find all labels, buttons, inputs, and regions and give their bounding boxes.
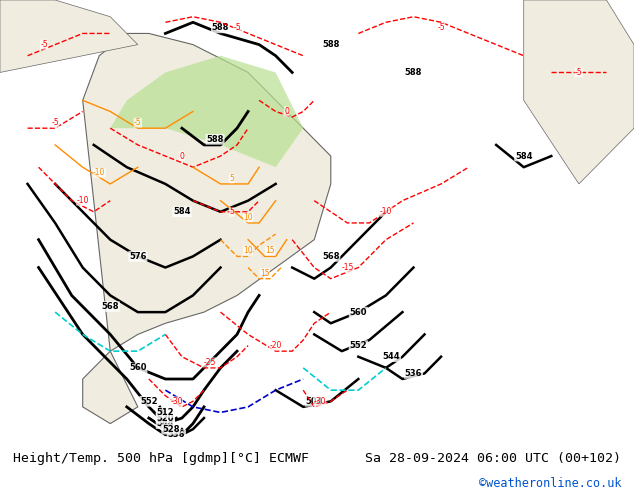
Text: 504: 504: [306, 397, 323, 406]
Text: 5: 5: [229, 174, 234, 183]
Text: 528: 528: [162, 425, 179, 434]
Polygon shape: [110, 56, 303, 167]
Text: 568: 568: [322, 252, 340, 261]
Text: -15: -15: [341, 263, 354, 272]
Text: 588: 588: [212, 24, 230, 32]
Text: 584: 584: [173, 207, 191, 216]
Text: 576: 576: [129, 252, 146, 261]
Text: 536: 536: [404, 369, 422, 378]
Text: 560: 560: [349, 308, 367, 317]
Text: -5: -5: [41, 40, 48, 49]
Text: 15: 15: [265, 246, 275, 255]
Text: -5: -5: [233, 24, 241, 32]
Text: Height/Temp. 500 hPa [gdmp][°C] ECMWF: Height/Temp. 500 hPa [gdmp][°C] ECMWF: [13, 452, 309, 465]
Text: 544: 544: [382, 352, 400, 361]
Text: Sa 28-09-2024 06:00 UTC (00+102): Sa 28-09-2024 06:00 UTC (00+102): [365, 452, 621, 465]
Text: 0: 0: [284, 107, 289, 116]
Text: 15: 15: [260, 269, 269, 278]
Text: ©weatheronline.co.uk: ©weatheronline.co.uk: [479, 477, 621, 490]
Text: 10: 10: [243, 246, 253, 255]
Text: -5: -5: [437, 24, 445, 32]
Text: -5: -5: [51, 118, 59, 127]
Polygon shape: [524, 0, 634, 184]
Text: 588: 588: [322, 40, 339, 49]
Text: 588: 588: [404, 68, 422, 77]
Text: -10: -10: [380, 207, 392, 216]
Text: 560: 560: [129, 364, 146, 372]
Text: -25: -25: [204, 358, 216, 367]
Text: 520: 520: [157, 414, 174, 422]
Text: 584: 584: [515, 151, 533, 161]
Text: 552: 552: [349, 341, 367, 350]
Text: 5: 5: [229, 207, 234, 216]
Text: 512: 512: [157, 408, 174, 417]
Text: -10: -10: [77, 196, 89, 205]
Text: -30: -30: [170, 397, 183, 406]
Text: -30: -30: [313, 397, 326, 406]
Text: 544: 544: [157, 419, 174, 428]
Text: 552: 552: [140, 397, 158, 406]
Text: 10: 10: [243, 213, 253, 222]
Text: -10: -10: [93, 168, 105, 177]
Text: -5: -5: [134, 118, 141, 127]
Text: -20: -20: [269, 341, 282, 350]
Polygon shape: [0, 0, 138, 73]
Text: 568: 568: [101, 302, 119, 311]
Text: -5: -5: [575, 68, 583, 77]
Text: 588: 588: [206, 135, 224, 144]
Polygon shape: [82, 33, 331, 423]
Text: 0: 0: [179, 151, 184, 161]
Text: 536: 536: [167, 430, 185, 439]
